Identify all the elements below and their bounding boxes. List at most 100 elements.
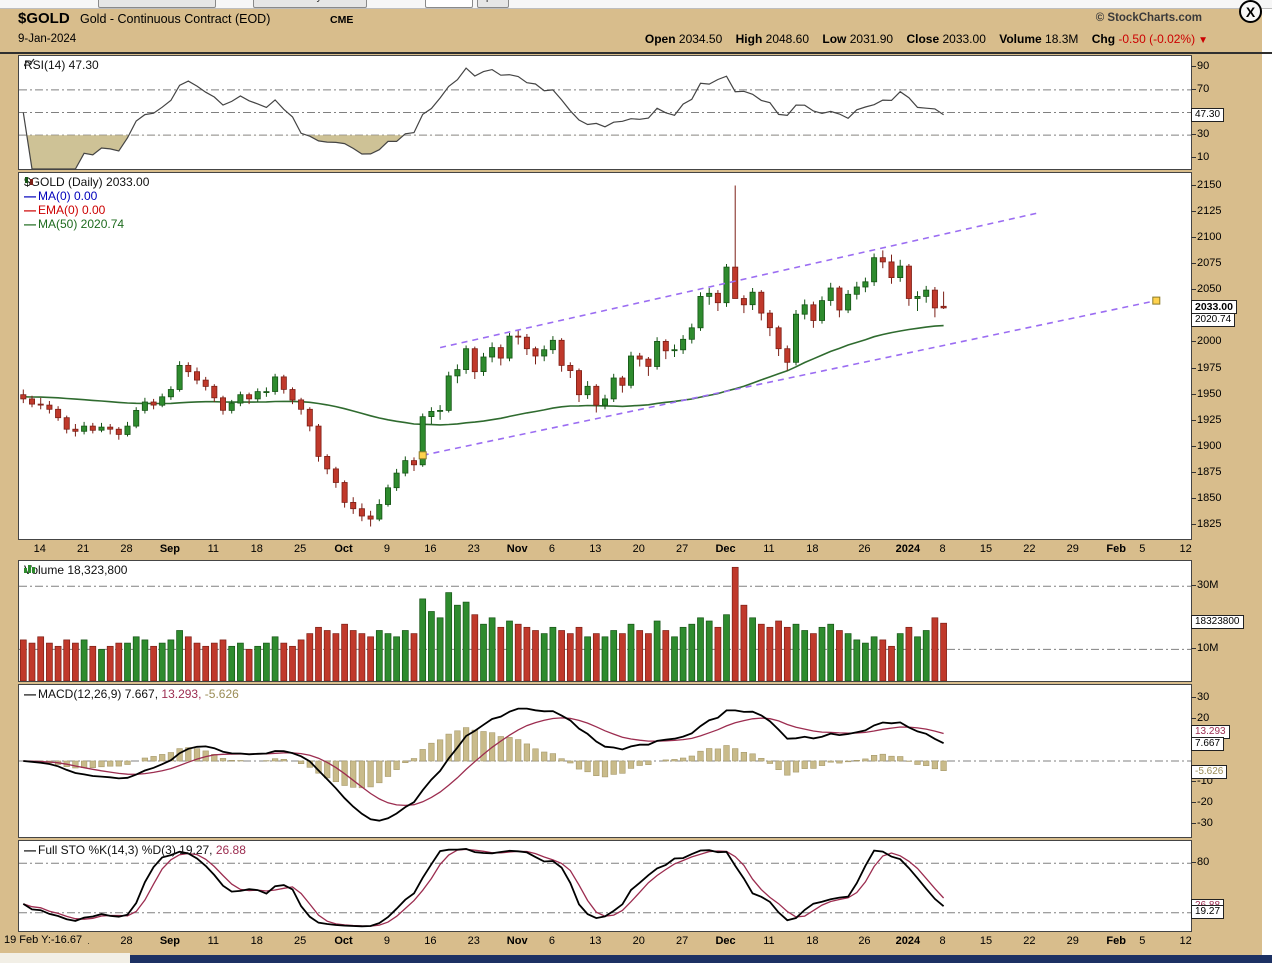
x-axis-label: 11	[763, 935, 775, 947]
volume-value: 18.3M	[1045, 32, 1079, 46]
x-axis-label: 11	[763, 543, 775, 555]
x-axis-label: 28	[120, 543, 133, 555]
macd-line	[23, 707, 944, 822]
x-axis-label: Feb	[1106, 543, 1126, 555]
trendline[interactable]	[439, 211, 1040, 349]
volume-panel: Volume 18,323,800	[18, 560, 1192, 682]
macd-legend-main: MACD(12,26,9) 7.667,	[38, 687, 159, 701]
x-axis-label: 5	[1139, 935, 1146, 947]
ma50-line	[23, 324, 944, 426]
price-title: $GOLD (Daily) 2033.00	[24, 175, 150, 189]
x-axis-label: 14	[33, 543, 46, 555]
y-axis-label: 2100	[1190, 230, 1222, 243]
close-button[interactable]: X	[1239, 0, 1262, 23]
x-axis-label: 18	[806, 543, 819, 555]
open-value: 2034.50	[678, 32, 723, 46]
x-axis-label: 2024	[895, 935, 921, 947]
stochastic-panel: — Full STO %K(14,3) %D(3) 19.27, 26.88	[18, 840, 1192, 932]
x-axis-label: 16	[424, 543, 437, 555]
x-axis-label: 23	[467, 543, 480, 555]
x-axis-label: 9	[383, 935, 391, 947]
x-axis-label: 27	[676, 935, 689, 947]
ma0-label: MA(0) 0.00	[38, 189, 98, 203]
ma50-series	[23, 324, 944, 426]
symbol-label: $GOLD	[18, 10, 70, 27]
y-axis-label: 70	[1190, 82, 1210, 95]
quote-date: 9-Jan-2024	[18, 33, 77, 45]
date-axis: 14 21 28 Sep 11 18 25 Oct 9 16 23 Nov 6 13 20 27 Dec 11 18…	[0, 541, 1272, 559]
y-axis-label: -10	[1191, 775, 1213, 788]
x-axis-label: Dec	[715, 935, 736, 947]
x-axis-label: 25	[294, 543, 307, 555]
line-style-dropdown[interactable]: line style	[253, 0, 367, 8]
x-axis-label: 5	[1139, 543, 1146, 555]
rsi-line	[22, 67, 944, 169]
y-axis-label: 30M	[1190, 579, 1219, 592]
x-axis-label: 13	[589, 935, 602, 947]
rsi-legend-label: RSI(14) 47.30	[24, 58, 99, 72]
volume-legend: Volume 18,323,800	[24, 563, 127, 577]
value-badge: 13.293	[1191, 724, 1230, 739]
macd-panel: — MACD(12,26,9) 7.667, 13.293, -5.626	[18, 684, 1192, 838]
x-axis-label: 26	[858, 935, 871, 947]
redo-button[interactable]: Redo	[425, 0, 473, 8]
y-axis-label: 10	[1190, 150, 1210, 163]
date-axis-bottom: 19 Feb Y:-16.67 142128Sep111825Oct91623N…	[0, 933, 1272, 951]
volume-icon	[24, 565, 35, 573]
chart-header: $GOLD Gold - Continuous Contract (EOD) C…	[0, 10, 1272, 31]
x-axis-label: Nov	[506, 543, 528, 555]
trendline-handle[interactable]	[418, 451, 427, 460]
ohlc-readout: Open 2034.50 High 2048.60 Low 2031.90 Cl…	[635, 32, 1208, 46]
pm-button[interactable]: pm	[477, 0, 509, 8]
y-axis-label: 1875	[1190, 466, 1222, 479]
trendline-annotations	[418, 211, 1161, 460]
y-axis-label: 2150	[1190, 178, 1222, 191]
x-axis-label: 18	[250, 935, 263, 947]
ma50-label: MA(50) 2020.74	[38, 217, 125, 231]
macd-signal-line	[23, 717, 944, 807]
header-divider	[0, 52, 1272, 54]
y-axis-label: 1850	[1190, 492, 1222, 505]
ema0-label: EMA(0) 0.00	[38, 203, 106, 217]
candlestick-icon	[25, 177, 33, 185]
y-axis-label: 2125	[1190, 204, 1222, 217]
y-axis-label: 1950	[1190, 387, 1222, 400]
y-axis-label: -30	[1191, 817, 1213, 830]
volume-bars	[19, 566, 1191, 681]
x-axis-label: 29	[1066, 543, 1079, 555]
x-axis-label: Dec	[715, 543, 736, 555]
x-axis-label: 26	[858, 543, 871, 555]
x-axis-label: 15	[979, 543, 993, 555]
y-axis-label: 1825	[1190, 518, 1222, 531]
close-label: Close	[906, 32, 940, 46]
y-axis-label: 20	[1190, 711, 1210, 724]
line-widths-dropdown[interactable]: line widths	[98, 0, 216, 8]
x-axis-label: 11	[207, 935, 220, 947]
rsi-chart	[19, 67, 1191, 169]
chg-down-icon: ▼	[1198, 35, 1208, 46]
x-axis-label: 16	[424, 935, 437, 947]
low-value: 2031.90	[849, 32, 894, 46]
page-right-margin	[1262, 0, 1272, 963]
x-axis-label: 18	[806, 935, 819, 947]
x-axis-label: 11	[207, 543, 220, 555]
candles	[20, 185, 947, 527]
trendline[interactable]	[422, 299, 1157, 457]
macd-series	[19, 707, 1191, 822]
x-axis-label: 13	[589, 543, 602, 555]
macd-legend-hist: -5.626	[204, 687, 239, 701]
rsi-series	[19, 67, 1191, 169]
y-axis-label: 1900	[1190, 439, 1222, 452]
volume-legend-label: Volume 18,323,800	[24, 563, 128, 577]
close-value: 2033.00	[942, 32, 986, 46]
rsi-panel: RSI(14) 47.30	[18, 55, 1192, 170]
y-axis-label: 80	[1190, 856, 1210, 869]
y-axis-label: 30	[1190, 690, 1210, 703]
volume-label: Volume	[999, 32, 1042, 46]
value-badge: -5.626	[1191, 764, 1228, 779]
trendline-handle[interactable]	[1152, 296, 1161, 305]
ema0-swatch: —	[24, 203, 36, 217]
price-chart	[20, 185, 1161, 527]
x-axis-label: 8	[939, 935, 946, 947]
value-badge: 47.30	[1191, 107, 1225, 122]
